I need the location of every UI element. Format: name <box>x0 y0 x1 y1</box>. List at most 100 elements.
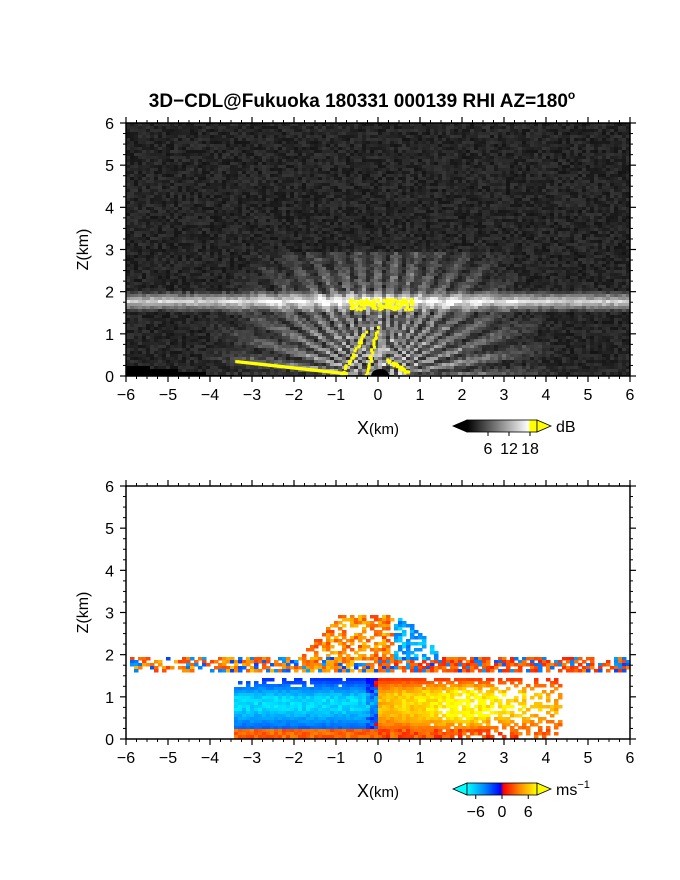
x-tick-label: 2 <box>458 387 467 404</box>
saturated-cell <box>376 298 380 302</box>
y-tick-label: 1 <box>105 327 114 344</box>
x-tick-label: 4 <box>542 750 551 767</box>
colorbar-tick-label: 18 <box>521 441 539 458</box>
saturated-cell <box>362 334 366 338</box>
saturated-cell <box>361 300 365 304</box>
saturated-cell <box>397 306 401 310</box>
x-tick-label: −6 <box>117 387 135 404</box>
saturated-cell <box>372 298 376 302</box>
saturated-cell <box>411 301 415 305</box>
x-tick-label: −3 <box>243 750 261 767</box>
x-tick-label: 6 <box>626 750 635 767</box>
reflectivity-x-axis-label: X(km) <box>357 418 399 438</box>
colorbar-tick-label: 0 <box>498 804 507 821</box>
saturated-cell <box>369 355 373 359</box>
x-tick-label: 2 <box>458 750 467 767</box>
y-tick-label: 6 <box>105 116 114 133</box>
x-tick-label: 1 <box>416 750 425 767</box>
saturated-cell <box>363 300 367 304</box>
saturated-cell <box>371 351 375 355</box>
saturated-cell <box>379 307 383 311</box>
saturated-cell <box>367 364 371 368</box>
saturated-cell <box>405 302 409 306</box>
saturated-cell <box>367 300 371 304</box>
x-tick-label: −2 <box>285 750 303 767</box>
saturated-cell <box>351 353 355 357</box>
y-tick-label: 2 <box>105 285 114 302</box>
saturated-cell <box>357 341 361 345</box>
x-tick-label: 3 <box>500 387 509 404</box>
saturated-cell <box>374 336 378 340</box>
colorbar-tick-label: 6 <box>484 441 493 458</box>
x-tick-label: −4 <box>201 750 219 767</box>
colorbar-tick-label: −6 <box>467 804 485 821</box>
y-tick-label: 2 <box>105 648 114 665</box>
saturated-cell <box>385 302 389 306</box>
saturated-cell <box>401 367 405 371</box>
saturated-cell <box>359 303 363 307</box>
y-tick-label: 6 <box>105 479 114 496</box>
y-tick-label: 5 <box>105 158 114 175</box>
saturated-cell <box>347 359 351 363</box>
saturated-cell <box>374 333 378 337</box>
saturated-cell <box>388 299 392 303</box>
colorbar-ticks: 6 12 18 <box>484 432 539 458</box>
x-tick-label: −5 <box>159 387 177 404</box>
saturated-cell <box>344 364 348 368</box>
velocity-axes: −6 −5 −4 −3 −2 −1 0 1 2 3 4 5 6 0 1 2 3 4 5 6 <box>105 479 636 767</box>
reflectivity-image <box>126 123 630 380</box>
saturated-cell <box>405 370 409 374</box>
velocity-x-axis-label: X(km) <box>357 781 399 801</box>
saturated-cell <box>410 307 414 311</box>
saturated-cell <box>387 361 391 365</box>
saturated-cell <box>370 348 374 352</box>
x-tick-label: 4 <box>542 387 551 404</box>
saturated-cell <box>374 331 378 335</box>
x-tick-label: 3 <box>500 750 509 767</box>
saturated-cell <box>380 307 384 311</box>
saturated-cell <box>407 308 411 312</box>
x-tick-label: −4 <box>201 387 219 404</box>
saturated-cell <box>347 362 351 366</box>
saturated-cell <box>395 306 399 310</box>
saturated-cell <box>363 306 367 310</box>
reflectivity-axes: −6 −5 −4 −3 −2 −1 0 1 2 3 4 5 6 0 1 2 3 4 5 6 <box>105 116 636 404</box>
saturated-cell <box>350 303 354 307</box>
saturated-cell <box>398 300 402 304</box>
saturated-cell <box>404 308 408 312</box>
y-tick-label: 0 <box>105 369 114 386</box>
saturated-cell <box>410 298 414 302</box>
colorbar-tick-label: 12 <box>500 441 518 458</box>
saturated-cell <box>355 308 359 312</box>
velocity-colorbar: −6 0 6 ms−1 <box>451 779 590 821</box>
saturated-cell <box>367 362 371 366</box>
chart-title: 3D−CDL@Fukuoka 180331 000139 RHI AZ=180o <box>149 88 576 112</box>
radar-site <box>371 369 390 376</box>
saturated-cell <box>372 304 376 308</box>
saturated-cell <box>401 302 405 306</box>
saturated-cell <box>364 373 368 376</box>
saturated-cell <box>360 337 364 341</box>
x-tick-label: −1 <box>327 750 345 767</box>
saturated-cell <box>409 300 413 304</box>
saturated-cell <box>378 302 382 306</box>
saturated-cell <box>386 298 390 302</box>
colorbar-gradient <box>466 419 538 433</box>
saturated-cell <box>397 365 401 369</box>
saturated-cell <box>410 302 414 306</box>
saturated-cell <box>343 372 348 376</box>
x-tick-label: −5 <box>159 750 177 767</box>
saturated-cell <box>366 371 370 375</box>
saturated-cell <box>364 377 367 380</box>
saturated-cell <box>374 307 378 311</box>
colorbar-right-arrow <box>536 419 553 433</box>
saturated-cell <box>385 306 389 310</box>
saturated-cell <box>350 298 354 302</box>
saturated-cell <box>365 298 369 302</box>
saturated-cell <box>372 341 376 345</box>
saturated-cell <box>354 347 358 351</box>
saturated-cell <box>362 303 366 307</box>
x-tick-label: 1 <box>416 387 425 404</box>
